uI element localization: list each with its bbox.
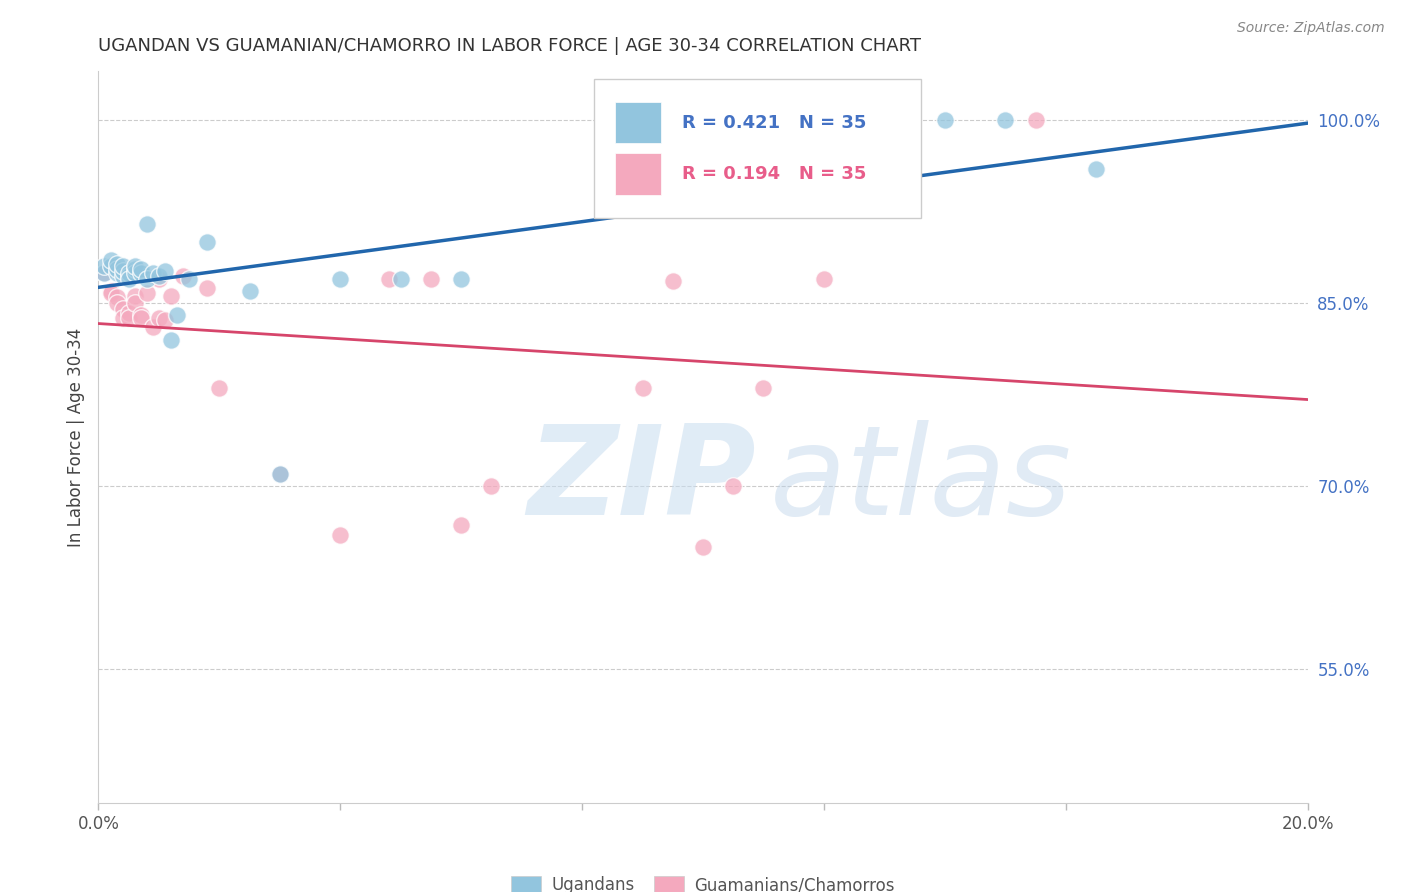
Point [129, 308, 152, 322]
Point [135, 217, 157, 231]
Point [153, 264, 176, 278]
Point [118, 310, 141, 325]
Point [195, 235, 218, 249]
Point [118, 265, 141, 279]
Point [208, 381, 231, 395]
Point [105, 265, 128, 279]
Point [129, 261, 152, 276]
Point [124, 260, 146, 274]
Text: Source: ZipAtlas.com: Source: ZipAtlas.com [1237, 21, 1385, 36]
Point [124, 265, 146, 279]
Point [269, 467, 291, 481]
Point [142, 320, 165, 334]
Point [148, 269, 170, 284]
Point [129, 310, 152, 325]
Text: ZIP: ZIP [527, 420, 756, 541]
Point [118, 271, 141, 285]
Point [481, 479, 503, 493]
Point [450, 517, 472, 532]
Point [124, 261, 146, 276]
Point [111, 264, 134, 278]
Point [129, 265, 152, 279]
Point [148, 271, 170, 285]
Point [172, 269, 194, 284]
Point [994, 113, 1017, 128]
Point [692, 540, 714, 554]
Point [269, 467, 291, 481]
Point [111, 301, 134, 317]
Point [179, 271, 201, 285]
Point [118, 306, 141, 320]
Point [160, 288, 183, 302]
Point [377, 271, 399, 285]
Point [111, 260, 134, 274]
Point [934, 113, 956, 128]
Point [93, 260, 115, 274]
Y-axis label: In Labor Force | Age 30-34: In Labor Force | Age 30-34 [66, 327, 84, 547]
Point [631, 381, 654, 395]
Point [752, 381, 775, 395]
Point [166, 308, 188, 322]
Point [100, 260, 122, 274]
Point [195, 281, 218, 295]
Point [142, 265, 165, 279]
Point [329, 271, 352, 285]
Point [389, 271, 412, 285]
Point [661, 274, 683, 288]
Point [723, 479, 745, 493]
Point [135, 271, 157, 285]
Text: R = 0.421   N = 35: R = 0.421 N = 35 [682, 113, 868, 131]
Text: R = 0.194   N = 35: R = 0.194 N = 35 [682, 165, 868, 183]
Point [124, 296, 146, 310]
Point [93, 265, 115, 279]
Point [111, 269, 134, 284]
Point [93, 265, 115, 279]
Point [813, 271, 835, 285]
Point [105, 261, 128, 276]
FancyBboxPatch shape [614, 102, 661, 144]
Point [105, 257, 128, 271]
Text: UGANDAN VS GUAMANIAN/CHAMORRO IN LABOR FORCE | AGE 30-34 CORRELATION CHART: UGANDAN VS GUAMANIAN/CHAMORRO IN LABOR F… [98, 37, 921, 54]
Point [100, 286, 122, 301]
Point [111, 310, 134, 325]
Point [105, 296, 128, 310]
Point [160, 333, 183, 347]
FancyBboxPatch shape [595, 78, 921, 218]
Point [420, 271, 443, 285]
Legend: Ugandans, Guamanians/Chamorros: Ugandans, Guamanians/Chamorros [505, 870, 901, 892]
Point [100, 253, 122, 268]
Point [1024, 113, 1046, 128]
Point [124, 288, 146, 302]
Point [329, 527, 352, 541]
Point [100, 284, 122, 298]
Point [450, 271, 472, 285]
Point [239, 284, 262, 298]
Point [148, 310, 170, 325]
FancyBboxPatch shape [614, 153, 661, 194]
Point [153, 313, 176, 327]
Point [1085, 161, 1108, 176]
Point [118, 269, 141, 284]
Point [135, 286, 157, 301]
Text: atlas: atlas [769, 420, 1071, 541]
Point [105, 290, 128, 304]
